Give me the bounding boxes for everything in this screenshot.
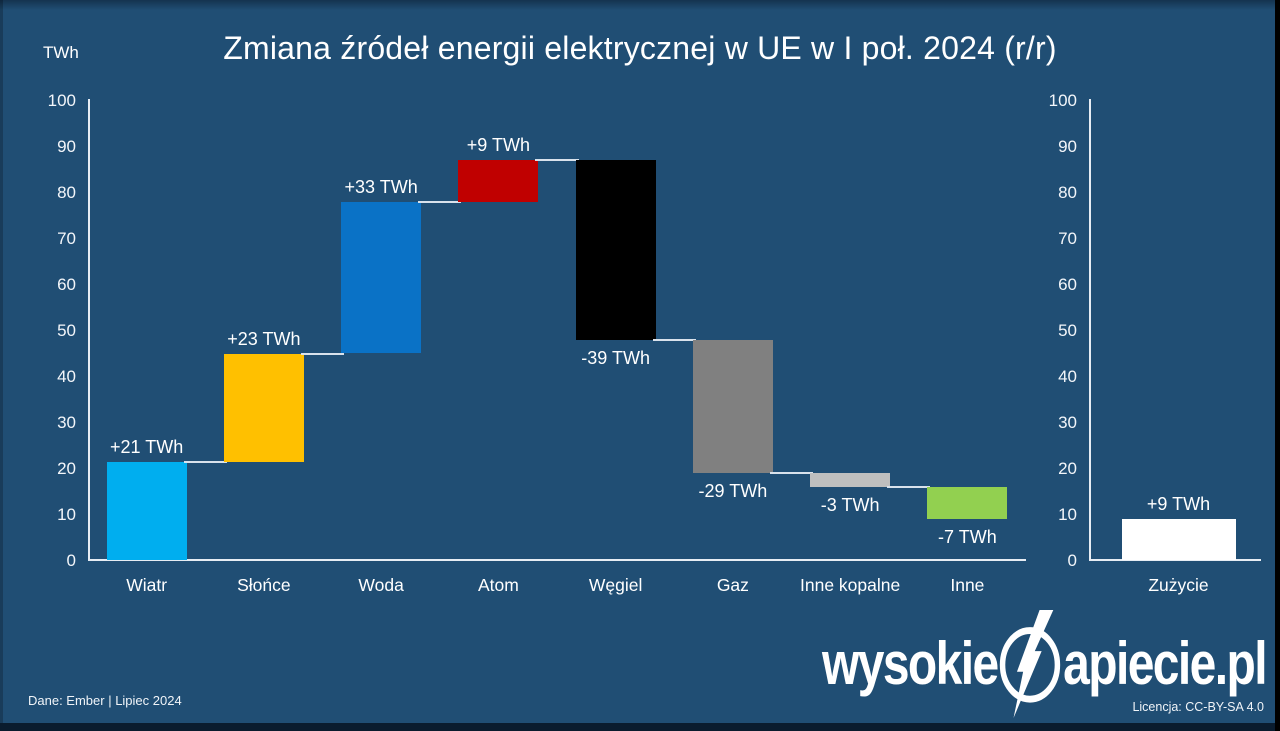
bar-atom [458,160,539,202]
bar-value-label: -29 TWh [698,481,768,502]
bar-woda [341,201,422,354]
right-y-axis-tick-label: 10 [1058,504,1077,524]
bottom-edge-shadow [0,723,1280,731]
bar-wiatr [106,461,187,561]
x-axis-category-label: Zużycie [1148,575,1209,595]
left-y-axis-tick-label: 60 [57,274,76,294]
x-axis-category-label: Inne kopalne [800,575,901,595]
right-y-axis-tick-label: 0 [1067,550,1077,570]
bar-value-label: -3 TWh [820,494,880,515]
waterfall-connector-line [300,352,345,355]
left-y-axis-tick-label: 80 [57,182,76,202]
right-y-axis-line [1089,99,1091,560]
y-axis-unit-label: TWh [43,43,79,62]
left-y-axis-tick-label: 30 [57,412,76,432]
left-x-axis-line [88,559,1026,561]
chart-title: Zmiana źródeł energii elektrycznej w UE … [223,30,1057,66]
bar-value-label: +23 TWh [227,328,301,349]
x-axis-category-label: Inne [950,575,985,595]
right-y-axis-tick-label: 20 [1058,458,1077,478]
x-axis-category-label: Atom [477,575,519,595]
right-y-axis-tick-label: 60 [1058,274,1077,294]
right-y-axis-tick-label: 100 [1048,90,1077,110]
waterfall-connector-line [769,472,814,475]
logo-text-suffix: apiecie.pl [1063,630,1267,697]
bar-slon-ce [223,353,304,462]
bar-gaz [692,339,773,474]
right-y-axis-tick-label: 40 [1058,366,1077,386]
right-y-axis-tick-label: 70 [1058,228,1077,248]
x-axis-category-label: Słońce [237,575,291,595]
right-y-axis-tick-label: 90 [1058,136,1077,156]
bar-value-label: +33 TWh [344,176,418,197]
bar-value-label: +9 TWh [466,135,530,156]
waterfall-connector-line [887,485,931,488]
right-y-axis-tick-label: 50 [1058,320,1077,340]
waterfall-connector-line [535,159,579,162]
waterfall-connector-line [418,200,462,203]
left-y-axis-tick-label: 100 [47,90,76,110]
left-y-axis-tick-label: 20 [57,458,76,478]
bar-value-label: +21 TWh [110,436,184,457]
bar-value-label: -7 TWh [938,527,997,548]
bar-we-giel [575,160,656,340]
x-axis-category-label: Wiatr [126,575,168,595]
left-y-axis-line [88,99,90,560]
logo-text-prefix: wysokie [822,630,999,697]
bar-value-label: +9 TWh [1146,494,1211,515]
bar-value-label: -39 TWh [581,347,650,368]
bar-zuz-ycie [1121,519,1236,561]
x-axis-category-label: Węgiel [588,575,643,595]
waterfall-connector-line [652,338,696,341]
left-y-axis-tick-label: 90 [57,136,76,156]
left-y-axis-tick-label: 50 [57,320,76,340]
x-axis-category-label: Woda [358,575,404,595]
bar-inne [927,486,1008,520]
lightning-bolt-n-icon [1000,610,1061,718]
wysokienapiecie-logo[interactable]: wysokie apiecie.pl [822,610,1268,718]
left-y-axis-tick-label: 40 [57,366,76,386]
left-y-axis-tick-label: 10 [57,504,76,524]
data-source-note: Dane: Ember | Lipiec 2024 [28,693,182,708]
top-edge-shadow [0,0,1280,10]
right-y-axis-tick-label: 80 [1058,182,1077,202]
left-edge-shadow [0,0,3,731]
right-y-axis-tick-label: 30 [1058,412,1077,432]
right-edge-shadow [1275,0,1280,731]
x-axis-category-label: Gaz [716,575,749,595]
license-note: Licencja: CC-BY-SA 4.0 [1132,700,1264,714]
left-y-axis-tick-label: 70 [57,228,76,248]
left-y-axis-tick-label: 0 [66,550,76,570]
bar-inne-kopalne [810,473,891,487]
waterfall-connector-line [183,460,227,463]
